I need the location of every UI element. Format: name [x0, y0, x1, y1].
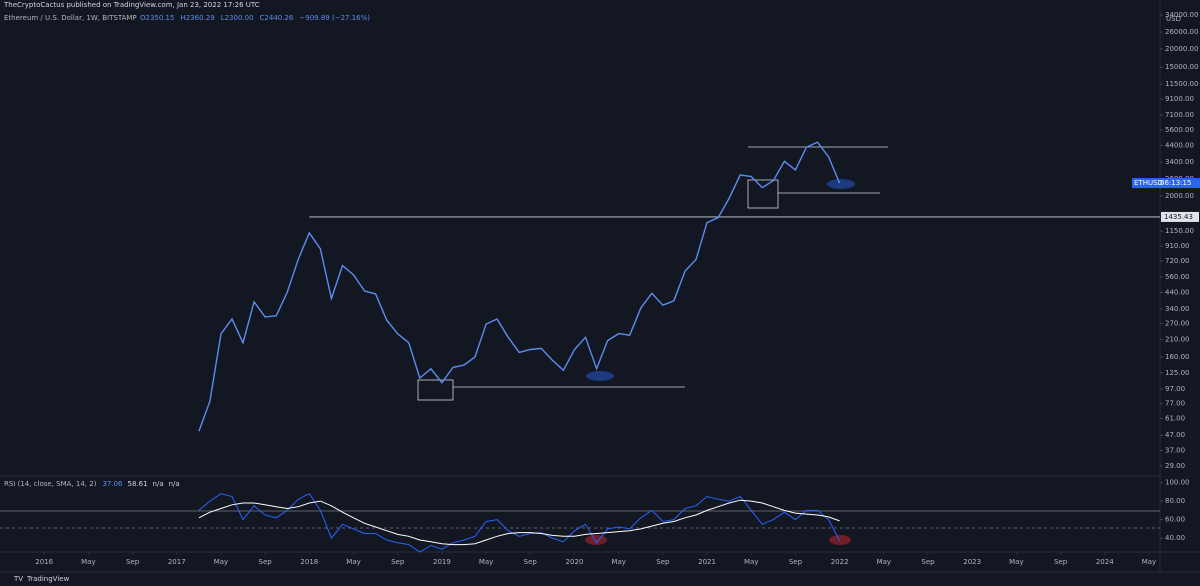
x-tick-label: 2018 [300, 558, 318, 566]
y-tick-label: 440.00 [1165, 288, 1190, 296]
range-box [747, 179, 779, 209]
x-tick-label: 2017 [168, 558, 186, 566]
x-tick-label: 2023 [963, 558, 981, 566]
y-tick-label: 15000.00 [1165, 63, 1198, 71]
ticker: ETHUSD [1134, 179, 1163, 187]
ohlc-value: H2360.29 [180, 14, 214, 22]
ticker-badge [1132, 178, 1200, 189]
y-tick-label: 29.00 [1165, 462, 1185, 470]
symbol: Ethereum / U.S. Dollar, 1W, BITSTAMP [4, 14, 137, 22]
price-line [198, 141, 841, 432]
y-tick-label: 77.00 [1165, 400, 1185, 408]
currency: USD [1166, 15, 1181, 23]
x-tick-label: May [1142, 558, 1156, 566]
y-tick-label: 7100.00 [1165, 111, 1194, 119]
ohlc-value: O2350.15 [140, 14, 174, 22]
x-tick-label: 2016 [35, 558, 53, 566]
y-tick-label: 560.00 [1165, 273, 1190, 281]
y-tick-label: 34000.00 [1165, 11, 1198, 19]
x-tick-label: May [611, 558, 625, 566]
y-tick-label: 100.00 [1165, 479, 1190, 487]
y-tick-label: 40.00 [1165, 534, 1185, 542]
x-tick-label: Sep [391, 558, 405, 566]
level-badge [1161, 211, 1199, 222]
y-tick-label: 26000.00 [1165, 28, 1198, 36]
rsi-legend-value: n/a [153, 480, 164, 488]
y-tick-label: 210.00 [1165, 336, 1190, 344]
y-tick-label: 11500.00 [1165, 80, 1198, 88]
x-tick-label: May [744, 558, 758, 566]
y-tick-label: 37.00 [1165, 446, 1185, 454]
x-tick-label: Sep [524, 558, 538, 566]
y-tick-label: 60.00 [1165, 516, 1185, 524]
ohlc-value: −909.89 (−27.16%) [299, 14, 370, 22]
footer: TradingView [26, 575, 70, 583]
highlight [829, 535, 851, 545]
y-tick-label: 720.00 [1165, 257, 1190, 265]
ohlc-value: L2300.00 [221, 14, 254, 22]
y-tick-label: 80.00 [1165, 497, 1185, 505]
rsi-line [198, 499, 840, 546]
x-tick-label: 2021 [698, 558, 716, 566]
range-box [417, 379, 454, 401]
rsi-title: RSI (14, close, SMA, 14, 2) [4, 480, 97, 488]
x-tick-label: Sep [1054, 558, 1068, 566]
y-tick-label: 47.00 [1165, 431, 1185, 439]
y-tick-label: 20000.00 [1165, 45, 1198, 53]
footer-logo: TV [13, 575, 23, 583]
rsi-legend-value: 58.61 [127, 480, 147, 488]
drawings [0, 146, 1160, 529]
x-tick-label: Sep [259, 558, 273, 566]
x-tick-label: Sep [656, 558, 670, 566]
y-tick-label: 5600.00 [1165, 126, 1194, 134]
x-tick-label: 2024 [1096, 558, 1114, 566]
x-tick-label: May [1009, 558, 1023, 566]
y-tick-label: 125.00 [1165, 369, 1190, 377]
rsi-line [198, 493, 841, 553]
highlight [827, 179, 855, 189]
highlight [585, 535, 607, 545]
rsi-legend: 37.06 58.61 n/a n/a [102, 480, 179, 488]
highlight [586, 371, 614, 381]
y-tick-label: 61.00 [1165, 415, 1185, 423]
y-tick-label: 340.00 [1165, 305, 1190, 313]
x-tick-label: May [877, 558, 891, 566]
publisher: TheCryptoCactus published on TradingView… [3, 1, 260, 9]
x-tick-label: 2022 [831, 558, 849, 566]
x-tick-label: Sep [126, 558, 140, 566]
rsi-legend-value: n/a [169, 480, 180, 488]
y-tick-label: 9100.00 [1165, 95, 1194, 103]
x-tick-label: May [81, 558, 95, 566]
level-label: 1435.43 [1164, 213, 1193, 221]
ohlc-legend: O2350.15 H2360.29 L2300.00 C2440.26 −909.89 … [140, 14, 370, 22]
x-tick-label: Sep [921, 558, 935, 566]
y-tick-label: 97.00 [1165, 385, 1185, 393]
x-tick-label: May [214, 558, 228, 566]
y-tick-label: 4400.00 [1165, 141, 1194, 149]
x-tick-label: May [479, 558, 493, 566]
ohlc-value: C2440.26 [260, 14, 294, 22]
y-tick-label: 3400.00 [1165, 158, 1194, 166]
rsi-legend-value: 37.06 [102, 480, 123, 488]
y-tick-label: 2000.00 [1165, 192, 1194, 200]
x-tick-label: May [346, 558, 360, 566]
y-tick-label: 1150.00 [1165, 227, 1194, 235]
y-tick-label: 270.00 [1165, 320, 1190, 328]
y-tick-label: 160.00 [1165, 353, 1190, 361]
countdown: 06:13:15 [1160, 179, 1191, 187]
x-tick-label: Sep [789, 558, 803, 566]
y-tick-label: 910.00 [1165, 242, 1190, 250]
x-tick-label: 2019 [433, 558, 451, 566]
x-tick-label: 2020 [566, 558, 584, 566]
